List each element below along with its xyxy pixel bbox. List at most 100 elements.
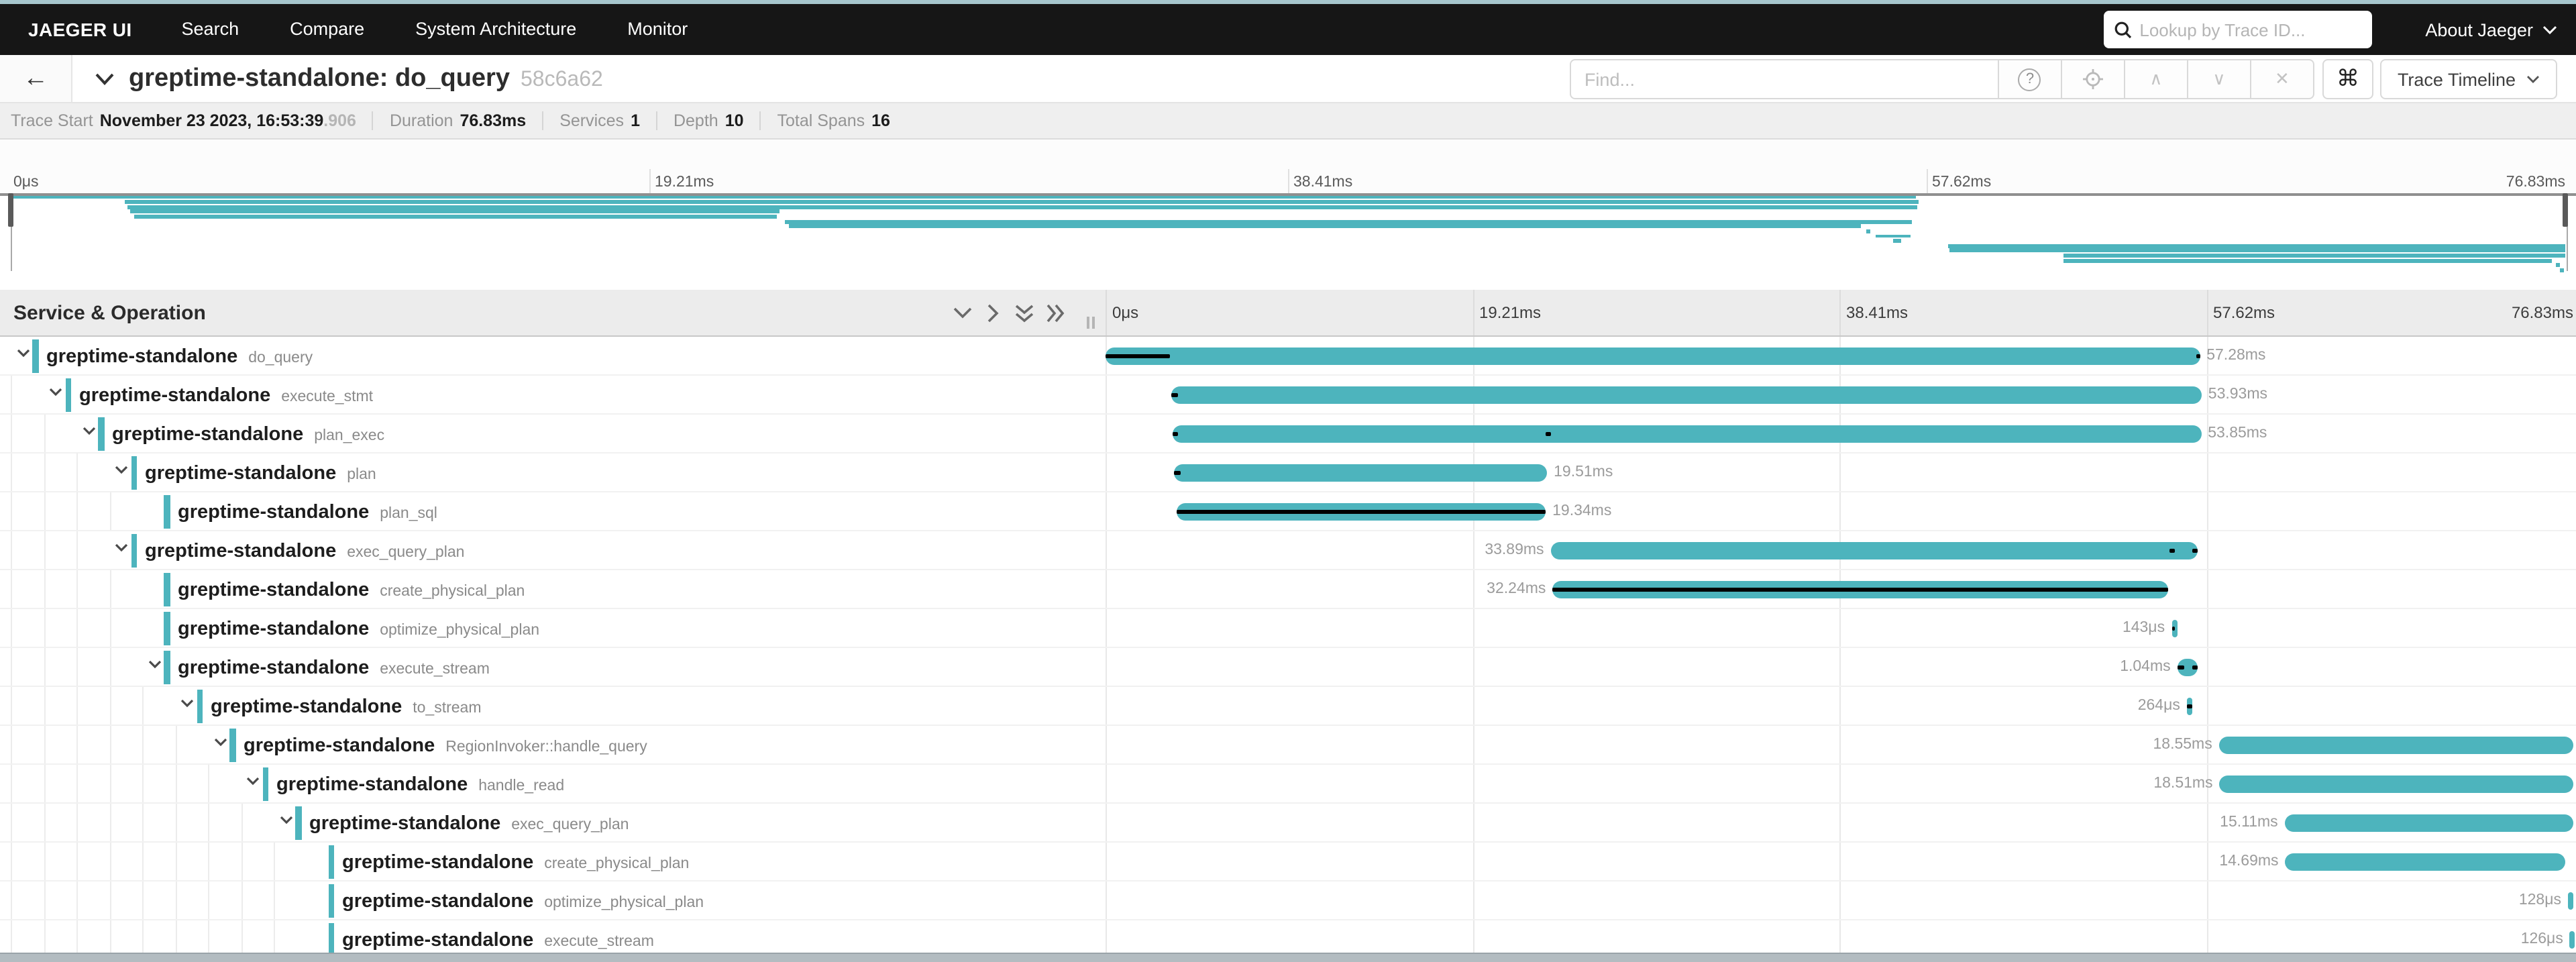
span-collapse-icon[interactable] [80, 427, 97, 436]
span-row[interactable]: greptime-standalone RegionInvoker::handle… [0, 726, 2576, 765]
span-name[interactable]: greptime-standalone plan [145, 453, 376, 495]
find-help-button[interactable]: ? [1998, 59, 2062, 99]
tree-indent-guide [11, 492, 12, 530]
span-duration-label: 19.34ms [1552, 503, 1612, 519]
nav-item-system-architecture[interactable]: System Architecture [415, 19, 577, 39]
about-jaeger-menu[interactable]: About Jaeger [2425, 19, 2557, 40]
span-row[interactable]: greptime-standalone execute_stream 126μs [0, 920, 2576, 959]
span-duration-label: 53.93ms [2208, 386, 2267, 403]
trace-lookup-input[interactable] [2139, 19, 2361, 40]
span-collapse-icon[interactable] [245, 777, 261, 786]
tree-indent-guide [76, 726, 78, 763]
span-name[interactable]: greptime-standalone create_physical_plan [178, 570, 525, 612]
top-navbar: JAEGER UI Search Compare System Architec… [0, 4, 2576, 55]
span-row[interactable]: greptime-standalone execute_stream 1.04ms [0, 648, 2576, 687]
span-color-bar [328, 845, 334, 879]
horizontal-scrollbar[interactable] [0, 953, 2576, 962]
span-name[interactable]: greptime-standalone execute_stream [342, 920, 654, 959]
span-bar[interactable] [2284, 814, 2573, 832]
span-bar[interactable] [2285, 853, 2566, 871]
span-row[interactable]: greptime-standalone create_physical_plan 3… [0, 570, 2576, 609]
span-row[interactable]: greptime-standalone optimize_physical_pla… [0, 881, 2576, 920]
span-row[interactable]: greptime-standalone exec_query_plan 15.11m… [0, 804, 2576, 843]
expand-all-icon[interactable] [1040, 303, 1071, 323]
span-duration-label: 264μs [2137, 698, 2180, 714]
nav-item-compare[interactable]: Compare [290, 19, 365, 39]
span-name[interactable]: greptime-standalone plan_exec [112, 415, 384, 456]
expand-one-icon[interactable] [978, 303, 1009, 323]
span-name[interactable]: greptime-standalone do_query [46, 337, 313, 378]
span-row[interactable]: greptime-standalone exec_query_plan 33.89m… [0, 531, 2576, 570]
minimap-span-bar [1876, 234, 1911, 238]
span-name[interactable]: greptime-standalone to_stream [211, 687, 482, 729]
span-row[interactable]: greptime-standalone optimize_physical_pla… [0, 609, 2576, 648]
trace-minimap[interactable]: 0μs 19.21ms 38.41ms 57.62ms 76.83ms [0, 140, 2576, 272]
span-bar[interactable] [2218, 737, 2573, 754]
span-name[interactable]: greptime-standalone exec_query_plan [309, 804, 629, 845]
span-collapse-icon[interactable] [113, 543, 129, 553]
span-collapse-icon[interactable] [15, 349, 31, 358]
span-name[interactable]: greptime-standalone create_physical_plan [342, 843, 689, 884]
span-name[interactable]: greptime-standalone handle_read [276, 765, 564, 806]
collapse-one-icon[interactable] [947, 307, 978, 319]
span-row[interactable]: greptime-standalone do_query 57.28ms [0, 337, 2576, 376]
minimap-canvas[interactable] [0, 193, 2576, 272]
span-bar[interactable] [1174, 464, 1548, 482]
span-name[interactable]: greptime-standalone execute_stream [178, 648, 490, 690]
span-row[interactable]: greptime-standalone plan_sql 19.34ms [0, 492, 2576, 531]
nav-item-monitor[interactable]: Monitor [627, 19, 688, 39]
span-operation-name: do_query [248, 350, 313, 366]
find-clear-button[interactable]: ✕ [2251, 59, 2314, 99]
tree-indent-guide [44, 531, 45, 569]
span-collapse-icon[interactable] [278, 816, 294, 825]
find-focus-button[interactable] [2061, 59, 2125, 99]
span-collapse-icon[interactable] [146, 660, 162, 670]
find-input[interactable] [1569, 59, 1999, 99]
nav-item-search[interactable]: Search [181, 19, 239, 39]
tree-indent-guide [76, 765, 78, 802]
span-name[interactable]: greptime-standalone plan_sql [178, 492, 437, 534]
span-operation-name: execute_stmt [281, 389, 374, 405]
span-row[interactable]: greptime-standalone plan 19.51ms [0, 453, 2576, 492]
column-resizer-grip[interactable] [1087, 317, 1097, 329]
span-collapse-icon[interactable] [212, 738, 228, 747]
span-name[interactable]: greptime-standalone RegionInvoker::handle… [244, 726, 647, 767]
span-bar[interactable] [1550, 542, 2198, 559]
keyboard-shortcuts-button[interactable]: ⌘ [2322, 59, 2373, 99]
span-name[interactable]: greptime-standalone optimize_physical_pla… [178, 609, 539, 651]
tree-indent-guide [241, 920, 242, 958]
tree-indent-guide [11, 920, 12, 958]
minimap-right-handle[interactable] [2563, 193, 2568, 227]
search-icon [2114, 21, 2131, 38]
span-row[interactable]: greptime-standalone create_physical_plan 1… [0, 843, 2576, 881]
span-bar[interactable] [1172, 425, 2202, 443]
span-row[interactable]: greptime-standalone handle_read 18.51ms [0, 765, 2576, 804]
trace-view-selector[interactable]: Trace Timeline [2379, 59, 2557, 99]
span-bar[interactable] [1171, 386, 2202, 404]
span-color-bar [32, 339, 38, 373]
span-collapse-icon[interactable] [48, 388, 64, 397]
span-bar[interactable] [2569, 931, 2575, 949]
span-bar[interactable] [2568, 892, 2573, 910]
span-name[interactable]: greptime-standalone optimize_physical_pla… [342, 881, 704, 923]
chevron-down-icon [2542, 25, 2557, 34]
app-brand[interactable]: JAEGER UI [28, 19, 132, 40]
back-button[interactable]: ← [0, 55, 72, 102]
span-name[interactable]: greptime-standalone execute_stmt [79, 376, 373, 417]
find-next-button[interactable]: ∨ [2188, 59, 2251, 99]
span-bar[interactable] [2219, 776, 2573, 793]
minimap-left-handle[interactable] [8, 193, 13, 227]
span-name[interactable]: greptime-standalone exec_query_plan [145, 531, 464, 573]
collapse-all-icon[interactable] [1009, 304, 1040, 323]
span-collapse-icon[interactable] [113, 466, 129, 475]
trace-title-toggle[interactable] [94, 72, 115, 85]
span-row[interactable]: greptime-standalone execute_stmt 53.93ms [0, 376, 2576, 415]
span-row[interactable]: greptime-standalone to_stream 264μs [0, 687, 2576, 726]
tree-indent-guide [76, 648, 78, 686]
span-service-name: greptime-standalone [112, 424, 304, 445]
span-collapse-icon[interactable] [179, 699, 195, 708]
span-service-name: greptime-standalone [79, 385, 271, 407]
span-row[interactable]: greptime-standalone plan_exec 53.85ms [0, 415, 2576, 453]
find-prev-button[interactable]: ∧ [2125, 59, 2188, 99]
span-bar[interactable] [1106, 348, 2200, 365]
